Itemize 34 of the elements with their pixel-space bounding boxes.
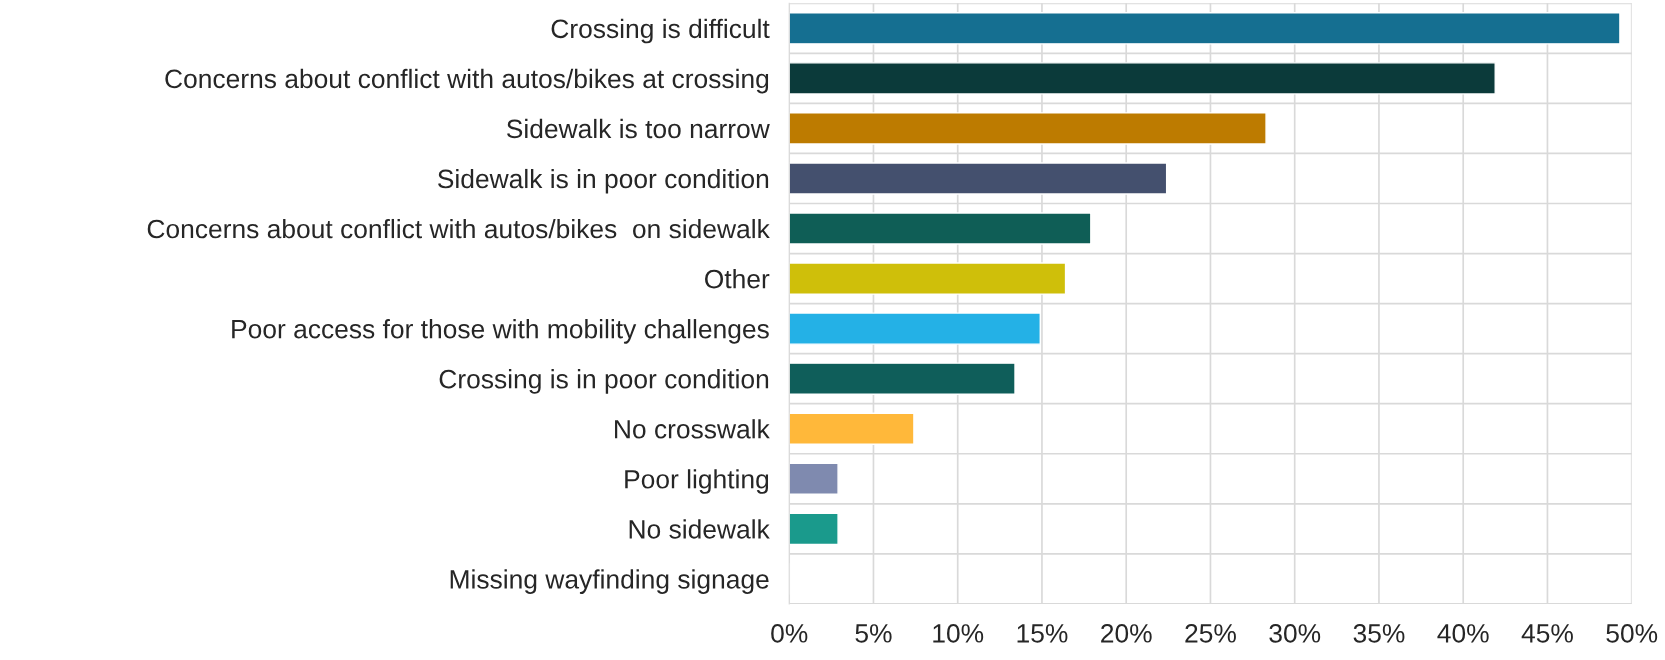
x-tick-label: 35% [1353, 624, 1405, 643]
bar [789, 512, 839, 546]
bar [789, 12, 1621, 45]
y-tick-label: Other [705, 269, 770, 289]
x-tick-label: 30% [1269, 624, 1321, 643]
y-tick-label: Sidewalk is too narrow [506, 118, 770, 139]
y-tick-label: Poor lighting [625, 469, 769, 494]
y-tick-label: Sidewalk is in poor condition [438, 168, 769, 194]
x-tick-label: 45% [1521, 624, 1573, 643]
bar [789, 462, 839, 495]
y-tick-label: Concerns about conflict with autos/bikes at crossing [165, 68, 769, 94]
bar [789, 412, 915, 445]
x-tick-label: 50% [1606, 624, 1658, 643]
x-tick-label: 15% [1017, 624, 1068, 643]
y-tick-label: Poor access for those with mobility challenges [232, 319, 769, 344]
x-tick-label: 5% [855, 624, 892, 643]
y-tick-label: Missing wayfinding signage [450, 569, 769, 594]
bar [789, 262, 1067, 295]
bar [789, 312, 1041, 345]
bar [789, 212, 1092, 245]
y-tick-label: No sidewalk [629, 519, 770, 539]
x-tick-label: 20% [1101, 624, 1152, 643]
bar [789, 162, 1168, 195]
bar [789, 112, 1267, 145]
x-tick-label: 10% [933, 624, 984, 643]
x-tick-label: 0% [771, 624, 808, 643]
y-tick-label: Crossing is difficult [551, 18, 770, 44]
y-tick-label: Crossing is in poor condition [439, 369, 769, 394]
x-tick-label: 40% [1437, 624, 1489, 643]
x-tick-label: 25% [1185, 624, 1236, 643]
bar [789, 62, 1496, 95]
y-tick-label: Concerns about conflict with autos/bikes on sidewalk [147, 218, 770, 239]
y-tick-label: No crosswalk [615, 419, 770, 439]
bar [789, 362, 1016, 395]
